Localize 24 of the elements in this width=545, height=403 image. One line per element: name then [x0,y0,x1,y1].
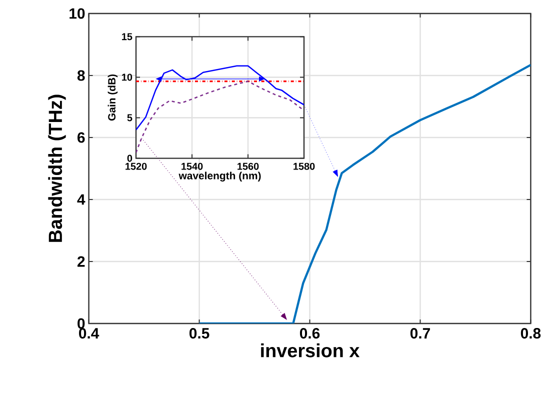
x-tick-label: 0.7 [410,328,430,339]
x-tick-label: 0.4 [79,328,100,339]
y-tick-label: 0 [127,154,132,162]
x-axis-title: inversion x [261,343,360,358]
x-tick-label: 1520 [126,162,147,170]
y-axis-title: Bandwidth (THz) [48,94,66,242]
x-axis-title: wavelength (nm) [178,172,261,182]
y-tick-label: 10 [70,8,85,19]
y-axis-title: Gain (dB) [108,74,118,121]
y-tick-label: 2 [77,256,85,267]
x-tick-label: 0.8 [520,328,541,339]
y-tick-label: 10 [122,74,132,81]
line-series [136,80,304,154]
y-tick-label: 0 [78,318,85,329]
y-tick-label: 8 [77,70,85,81]
x-tick-label: 1560 [238,162,259,170]
y-tick-label: 6 [78,132,85,143]
x-tick-label: 0.5 [189,328,210,339]
x-tick-label: 1580 [294,162,315,170]
y-tick-label: 4 [77,194,86,205]
x-tick-label: 0.6 [300,328,320,339]
y-tick-label: 15 [122,33,132,40]
x-tick-label: 1540 [182,162,203,170]
y-tick-label: 5 [127,114,132,122]
